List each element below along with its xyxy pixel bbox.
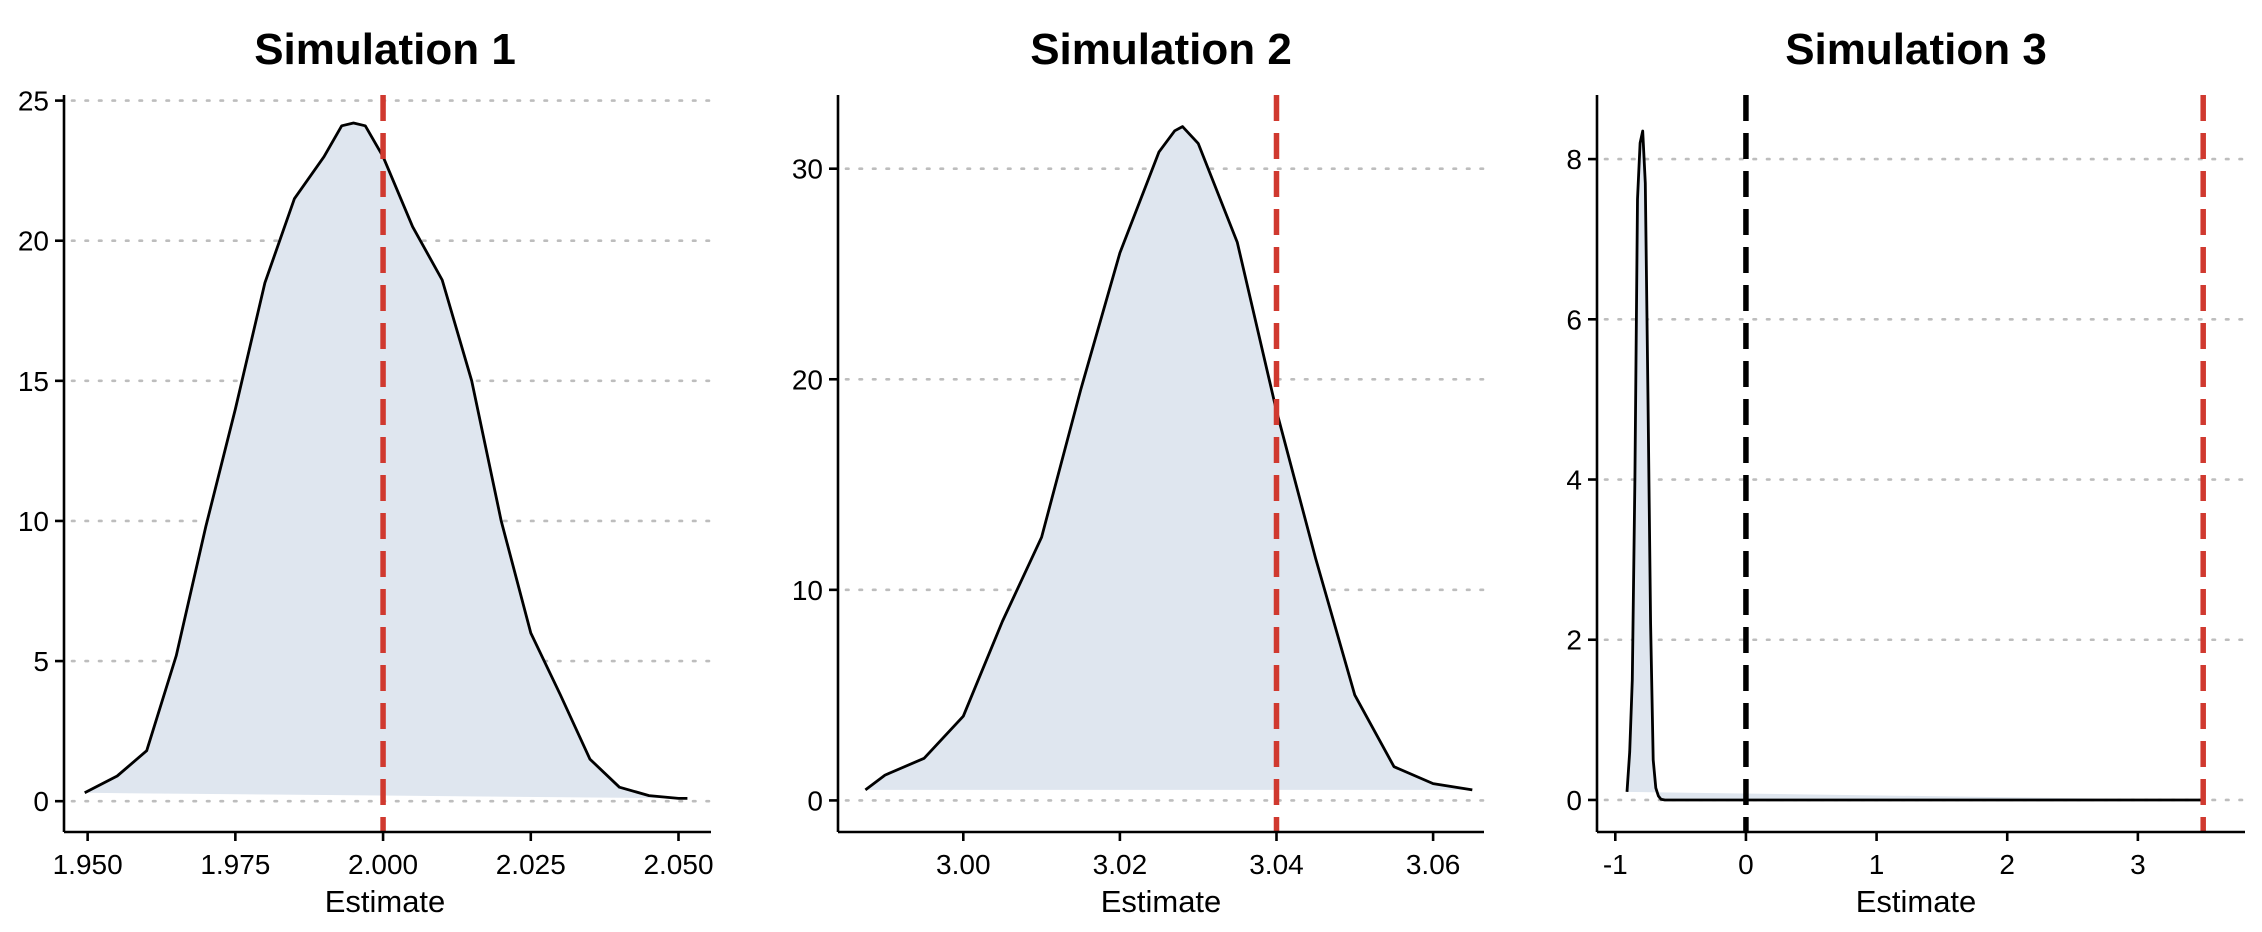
panel-1-xlabel: Estimate: [325, 884, 446, 919]
panel-2-density-curve-0: [864, 125, 1473, 792]
panel-1-y-tick-label-1: 5: [33, 646, 49, 677]
panel-1-density-curve-0: [84, 121, 688, 800]
panel-1-title: Simulation 1: [254, 25, 516, 74]
panel-2-title: Simulation 2: [1030, 25, 1292, 74]
panel-2-x-tick-label-3: 3.06: [1406, 849, 1461, 880]
panel-3-y-tick-label-0: 0: [1566, 785, 1582, 816]
panel-2-x-tick-label-0: 3.00: [936, 849, 991, 880]
panel-3-density-curve-0: [1625, 129, 2204, 802]
panel-3-title: Simulation 3: [1785, 25, 2047, 74]
panel-1-x-tick-label-3: 2.025: [496, 849, 566, 880]
panel-2-x-tick-label-1: 3.02: [1093, 849, 1148, 880]
panel-2-x-tick-label-2: 3.04: [1249, 849, 1304, 880]
panel-3-x-tick-label-4: 3: [2130, 849, 2146, 880]
panel-1-y-tick-label-3: 15: [18, 366, 49, 397]
panel-2-y-tick-label-1: 10: [792, 575, 823, 606]
panel-3-y-tick-label-1: 2: [1566, 625, 1582, 656]
panel-3-x-tick-label-1: 0: [1738, 849, 1754, 880]
panel-3-y-tick-label-2: 4: [1566, 465, 1582, 496]
panel-1-x-tick-label-1: 1.975: [200, 849, 270, 880]
panel-1-x-tick-label-0: 1.950: [53, 849, 123, 880]
panel-1-y-tick-label-5: 25: [18, 86, 49, 117]
panel-2-xlabel: Estimate: [1101, 884, 1222, 919]
panel-2-y-tick-label-2: 20: [792, 364, 823, 395]
panel-simulation-3: Simulation 3 Estimate 0 2 4 6 8 -1 0 1 2 3: [1566, 25, 2247, 919]
panel-2-y-tick-label-0: 0: [807, 785, 823, 816]
panel-1-x-tick-label-4: 2.050: [643, 849, 713, 880]
panel-2-y-tick-label-3: 30: [792, 154, 823, 185]
panel-1-y-tick-label-0: 0: [33, 786, 49, 817]
panel-3-x-tick-label-2: 1: [1869, 849, 1885, 880]
panel-3-x-tick-label-0: -1: [1603, 849, 1628, 880]
panel-3-y-tick-label-3: 6: [1566, 304, 1582, 335]
panel-3-xlabel: Estimate: [1856, 884, 1977, 919]
panel-3-x-tick-label-3: 2: [1999, 849, 2015, 880]
panel-simulation-2: Simulation 2 Estimate 0 10 20 30 3.00 3.02 3.0…: [792, 25, 1486, 919]
panel-3-y-tick-label-4: 8: [1566, 144, 1582, 175]
panel-1-y-tick-label-2: 10: [18, 506, 49, 537]
panel-simulation-1: Simulation 1 Estimate 0 5 10 15 20 25 1.950 1.9…: [18, 25, 714, 919]
panel-1-y-tick-label-4: 20: [18, 226, 49, 257]
panel-1-x-tick-label-2: 2.000: [348, 849, 418, 880]
